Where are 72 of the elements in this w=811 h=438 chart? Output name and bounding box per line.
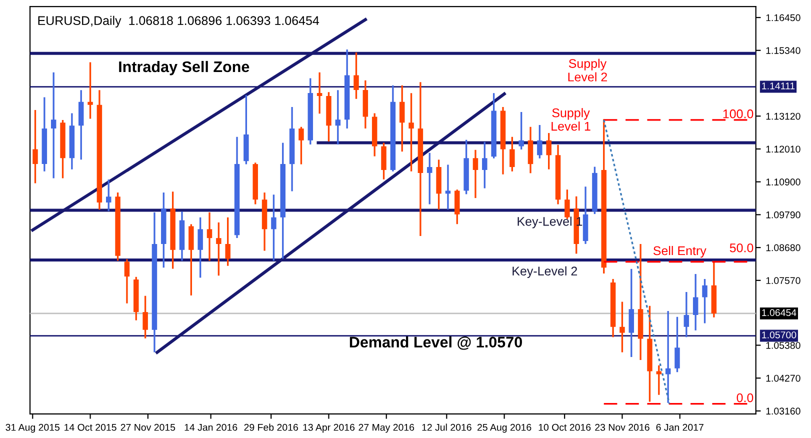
candlestick — [445, 164, 451, 210]
annotation: Supply Level 1 — [552, 108, 590, 131]
annotation: 50.0 — [730, 243, 754, 252]
candlestick — [225, 217, 230, 266]
ref-line-label: 1.06454 — [762, 309, 796, 316]
candlestick — [106, 180, 112, 212]
x-tick-label: 31 Aug 2015 — [6, 424, 60, 433]
candlestick — [399, 85, 405, 152]
candlestick — [482, 142, 488, 188]
candlestick — [684, 292, 690, 338]
candlestick — [316, 72, 322, 114]
x-tick-label: 29 Feb 2016 — [244, 424, 298, 431]
ref-line-label: 1.14111 — [762, 82, 795, 90]
candlestick — [78, 90, 84, 160]
x-tick-label: 23 Nov 2016 — [595, 424, 650, 431]
y-tick-label: 1.07570 — [766, 277, 800, 284]
candlestick — [298, 126, 304, 164]
x-tick-label: 14 Jan 2016 — [184, 424, 238, 431]
y-tick-label: 1.03160 — [766, 408, 800, 415]
candlestick — [528, 126, 534, 174]
x-tick-label: 27 Nov 2015 — [120, 424, 176, 431]
candlestick — [124, 259, 130, 304]
candlestick — [426, 152, 432, 204]
candlestick — [628, 268, 634, 358]
candlestick — [510, 136, 515, 172]
text: EURUSD,Daily 1.06818 1.06896 1.06393 1.06454 — [38, 16, 320, 28]
candlestick — [546, 133, 552, 170]
candlestick — [472, 150, 478, 198]
annotation: Demand Level @ 1.0570 — [350, 336, 522, 350]
candlestick — [408, 93, 414, 172]
candlestick — [32, 110, 38, 184]
y-tick-label: 1.16450 — [766, 14, 800, 22]
candlestick — [188, 224, 194, 296]
candlestick — [702, 278, 708, 324]
candlestick — [692, 274, 698, 330]
candlestick — [537, 125, 542, 158]
candlestick — [142, 296, 148, 338]
annotation: Key-Level 2 — [512, 266, 578, 278]
candlestick — [335, 90, 341, 144]
y-tick-label: 1.04270 — [766, 374, 800, 382]
y-tick-label: 1.08680 — [766, 244, 800, 252]
y-tick-label: 1.12010 — [766, 146, 800, 153]
candlestick — [271, 194, 276, 261]
y-tick-label: 1.09790 — [766, 211, 800, 218]
candlestick — [620, 302, 625, 352]
y-tick-label: 1.05380 — [766, 342, 800, 349]
annotation: 0.0 — [736, 393, 754, 402]
candlestick — [88, 62, 93, 119]
candlestick — [206, 212, 212, 261]
x-tick-label: 12 Jul 2016 — [422, 424, 472, 431]
x-tick-label: 14 Oct 2015 — [64, 424, 116, 431]
annotation: Intraday Sell Zone — [119, 60, 250, 76]
candlestick — [454, 190, 460, 224]
y-tick-label: 1.15340 — [766, 47, 800, 54]
y-tick-label: 1.10900 — [766, 178, 800, 186]
x-tick-label: 6 Jan 2017 — [656, 424, 704, 431]
candlestick — [198, 217, 203, 278]
candlestick — [674, 316, 680, 372]
annotation: Sell Entry — [653, 246, 706, 258]
x-tick-label: 10 Oct 2016 — [538, 424, 591, 431]
x-tick-label: 25 Aug 2016 — [477, 424, 532, 433]
y-tick-label: 1.13120 — [766, 112, 800, 120]
candlestick — [216, 222, 222, 276]
candlestick — [381, 142, 386, 180]
annotation: 100.0 — [723, 109, 754, 118]
ref-line-label: 1.05700 — [762, 331, 796, 338]
x-tick-label: 13 Apr 2016 — [303, 424, 355, 433]
candlestick — [354, 52, 359, 99]
x-tick-label: 27 May 2016 — [358, 424, 414, 433]
candlestick — [518, 112, 524, 150]
annotation: Supply Level 2 — [568, 58, 607, 82]
candlestick — [50, 72, 56, 178]
